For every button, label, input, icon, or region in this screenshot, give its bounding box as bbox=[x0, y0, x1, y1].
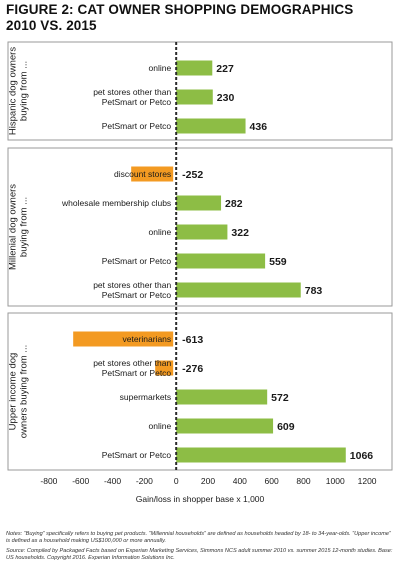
value-label: 559 bbox=[269, 256, 287, 268]
group-panel-2 bbox=[7, 147, 393, 307]
group-panel-3 bbox=[7, 312, 393, 471]
x-tick-label: 1000 bbox=[326, 476, 345, 486]
category-label-line: pet stores other than bbox=[93, 280, 171, 290]
category-label-line: online bbox=[148, 63, 171, 73]
value-label: 609 bbox=[277, 421, 295, 433]
x-tick-label: 800 bbox=[296, 476, 310, 486]
bar bbox=[176, 447, 346, 463]
group-label-1: Hispanic dog ownersbuying from ... bbox=[8, 47, 30, 135]
chart-title-line-1: FIGURE 2: CAT OWNER SHOPPING DEMOGRAPHIC… bbox=[6, 2, 354, 17]
category-label: online bbox=[148, 227, 171, 237]
category-label: pet stores other than PetSmart or Petco bbox=[93, 280, 171, 300]
value-label: 322 bbox=[231, 227, 249, 239]
category-label: pet stores other than PetSmart or Petco bbox=[93, 358, 171, 378]
bar bbox=[176, 118, 246, 134]
category-label-line: online bbox=[148, 227, 171, 237]
group-label-3: Upper income dogowners buying from ... bbox=[8, 345, 30, 438]
group-panel-1 bbox=[7, 41, 393, 141]
x-tick-label: -800 bbox=[40, 476, 57, 486]
bar bbox=[176, 224, 228, 240]
value-label: -252 bbox=[182, 169, 203, 181]
x-axis-title: Gain/loss in shopper base x 1,000 bbox=[136, 494, 265, 504]
x-tick-label: 600 bbox=[265, 476, 279, 486]
category-label-line: PetSmart or Petco bbox=[102, 450, 172, 460]
bar bbox=[176, 195, 222, 211]
category-label: pet stores other than PetSmart or Petco bbox=[93, 87, 171, 107]
category-label-line: PetSmart or Petco bbox=[102, 121, 172, 131]
x-tick-label: 0 bbox=[174, 476, 179, 486]
category-label: online bbox=[148, 63, 171, 73]
value-label: -276 bbox=[182, 363, 203, 375]
bar bbox=[176, 418, 274, 434]
group-label-line: Millenial dog owners bbox=[8, 184, 19, 270]
category-label-line: PetSmart or Petco bbox=[102, 290, 172, 300]
category-label: PetSmart or Petco bbox=[102, 256, 172, 266]
notes-source: Source: Compiled by Packaged Facts based… bbox=[6, 548, 393, 561]
category-label-line: online bbox=[148, 421, 171, 431]
group-label-2: Millenial dog ownersbuying from ... bbox=[8, 184, 30, 270]
x-tick-label: 1200 bbox=[358, 476, 377, 486]
bar bbox=[176, 253, 266, 269]
bar bbox=[176, 60, 213, 76]
value-label: 282 bbox=[225, 198, 243, 210]
category-label-line: supermarkets bbox=[120, 392, 172, 402]
x-tick-label: -400 bbox=[104, 476, 121, 486]
category-label-line: wholesale membership clubs bbox=[61, 198, 171, 208]
value-label: -613 bbox=[182, 334, 203, 346]
chart-title-line-2: 2010 VS. 2015 bbox=[6, 18, 97, 33]
highlight-box bbox=[73, 331, 174, 347]
value-label: 783 bbox=[305, 285, 323, 297]
category-label-line: pet stores other than bbox=[93, 87, 171, 97]
x-tick-label: 200 bbox=[201, 476, 215, 486]
category-label-line: pet stores other than bbox=[93, 358, 171, 368]
group-label-line: owners buying from ... bbox=[19, 345, 30, 438]
x-tick-label: -600 bbox=[72, 476, 89, 486]
bar-chart: Hispanic dog ownersbuying from ... online… bbox=[7, 41, 393, 504]
category-label: discount stores bbox=[114, 169, 171, 179]
category-label-line: PetSmart or Petco bbox=[102, 256, 172, 266]
category-label: supermarkets bbox=[120, 392, 172, 402]
group-label-line: buying from ... bbox=[19, 61, 30, 121]
group-label-line: buying from ... bbox=[19, 197, 30, 257]
category-label-line: PetSmart or Petco bbox=[102, 368, 172, 378]
value-label: 572 bbox=[271, 392, 289, 404]
highlight-box bbox=[131, 166, 174, 182]
category-label-line: PetSmart or Petco bbox=[102, 97, 172, 107]
bar bbox=[176, 89, 213, 105]
x-tick-label: -200 bbox=[136, 476, 153, 486]
category-label: wholesale membership clubs bbox=[61, 198, 171, 208]
value-label: 230 bbox=[217, 92, 235, 104]
bar bbox=[176, 389, 268, 405]
group-label-line: Upper income dog bbox=[8, 353, 19, 431]
bar bbox=[176, 282, 301, 298]
category-label: online bbox=[148, 421, 171, 431]
value-label: 436 bbox=[250, 121, 268, 133]
value-label: 1066 bbox=[350, 450, 374, 462]
chart-notes: Notes: “Buying” specifically refers to b… bbox=[6, 531, 396, 565]
category-label: PetSmart or Petco bbox=[102, 450, 172, 460]
highlight-box bbox=[155, 360, 174, 376]
category-label-line: veterinarians bbox=[123, 334, 172, 344]
chart-title: FIGURE 2: CAT OWNER SHOPPING DEMOGRAPHIC… bbox=[6, 2, 396, 34]
category-label: veterinarians bbox=[123, 334, 172, 344]
category-label-line: discount stores bbox=[114, 169, 171, 179]
notes-definitions: Notes: “Buying” specifically refers to b… bbox=[6, 531, 391, 544]
group-label-line: Hispanic dog owners bbox=[8, 47, 19, 135]
x-tick-label: 400 bbox=[233, 476, 247, 486]
category-label: PetSmart or Petco bbox=[102, 121, 172, 131]
value-label: 227 bbox=[216, 63, 234, 75]
